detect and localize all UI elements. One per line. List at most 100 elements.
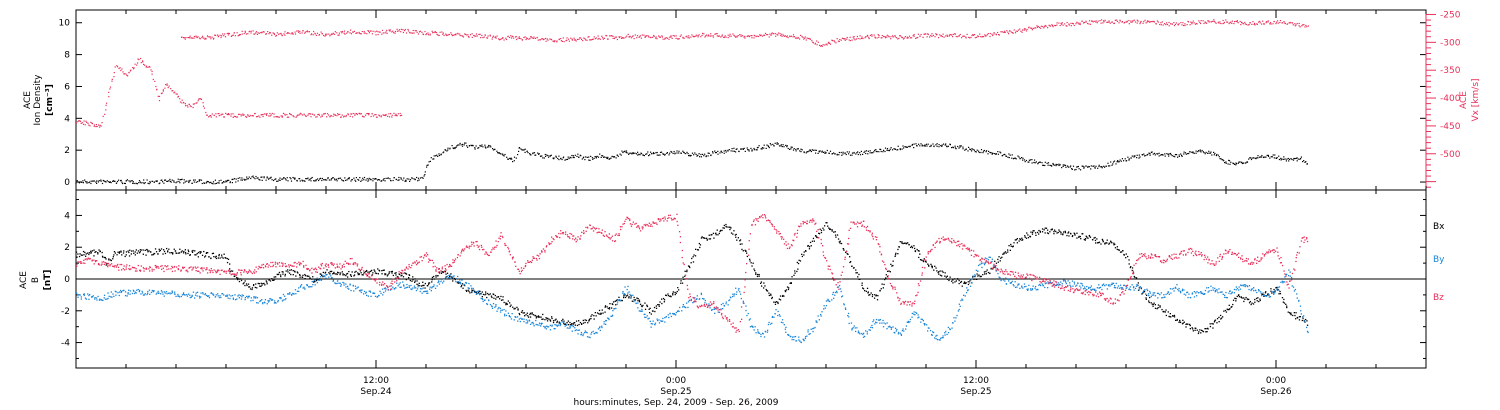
data-point xyxy=(571,322,573,325)
data-point xyxy=(617,299,619,301)
data-point xyxy=(415,287,417,289)
data-point xyxy=(182,292,185,294)
data-point xyxy=(1128,159,1130,161)
data-point xyxy=(958,147,960,149)
data-point xyxy=(1078,23,1080,25)
data-point xyxy=(757,146,759,149)
data-point xyxy=(986,150,988,152)
data-point xyxy=(733,230,735,232)
data-point xyxy=(167,180,169,182)
data-point xyxy=(1110,241,1112,243)
data-point xyxy=(846,36,848,39)
data-point xyxy=(130,69,132,71)
data-point xyxy=(720,308,722,310)
data-point xyxy=(734,35,736,37)
data-point xyxy=(184,181,186,183)
data-point xyxy=(319,178,321,180)
data-point xyxy=(285,179,287,181)
data-point xyxy=(764,285,766,287)
data-point xyxy=(398,179,400,181)
data-point xyxy=(946,35,948,37)
data-point xyxy=(513,308,515,310)
data-point xyxy=(982,150,985,152)
data-point xyxy=(258,283,260,285)
data-point xyxy=(98,299,101,301)
data-point xyxy=(476,35,478,37)
data-point xyxy=(169,292,171,294)
data-point xyxy=(994,260,996,262)
data-point xyxy=(687,301,690,303)
data-point xyxy=(226,261,229,264)
data-point xyxy=(839,242,841,244)
data-point xyxy=(733,34,735,36)
data-point xyxy=(1220,318,1222,320)
data-point xyxy=(786,286,789,288)
data-point xyxy=(793,36,795,38)
data-point xyxy=(433,155,435,157)
data-point xyxy=(928,264,930,266)
data-point xyxy=(1003,252,1005,254)
data-point xyxy=(1111,242,1113,244)
data-point xyxy=(101,122,103,124)
data-point xyxy=(237,180,239,182)
data-point xyxy=(326,179,328,181)
top-panel-frame xyxy=(75,9,1427,191)
data-point xyxy=(556,40,558,42)
data-point xyxy=(342,180,344,182)
data-point xyxy=(1005,155,1007,157)
data-point xyxy=(142,253,144,255)
data-point xyxy=(1106,21,1108,23)
data-point xyxy=(181,99,183,101)
data-point xyxy=(683,152,685,154)
data-point xyxy=(1210,151,1212,153)
data-point xyxy=(859,154,862,156)
data-point xyxy=(664,37,666,39)
data-point xyxy=(1241,297,1243,299)
data-point xyxy=(860,150,862,152)
data-point xyxy=(553,158,555,160)
data-point xyxy=(1181,323,1184,325)
data-point xyxy=(142,61,144,63)
data-point xyxy=(894,255,896,257)
data-point xyxy=(787,37,789,39)
data-point xyxy=(371,113,373,115)
series-vx xyxy=(76,19,1309,128)
data-point xyxy=(804,36,806,38)
data-point xyxy=(1101,19,1103,21)
data-point xyxy=(76,292,78,294)
data-point xyxy=(347,178,349,180)
data-point xyxy=(1087,166,1089,168)
data-point xyxy=(348,288,350,290)
data-point xyxy=(140,293,142,295)
data-point xyxy=(502,37,504,39)
data-point xyxy=(1230,161,1232,163)
data-point xyxy=(450,278,452,280)
data-point xyxy=(183,179,185,181)
data-point xyxy=(417,33,419,35)
data-point xyxy=(758,332,761,334)
data-point xyxy=(753,329,755,331)
data-point xyxy=(1249,300,1251,303)
data-point xyxy=(1260,156,1262,158)
data-point xyxy=(674,291,676,294)
data-point xyxy=(550,39,553,41)
data-point xyxy=(652,310,654,312)
data-point xyxy=(79,253,81,255)
data-point xyxy=(751,325,753,327)
data-point xyxy=(1153,21,1155,23)
data-point xyxy=(669,152,671,154)
data-point xyxy=(357,272,359,274)
data-point xyxy=(777,301,779,303)
data-point xyxy=(608,307,611,309)
data-point xyxy=(606,157,608,159)
data-point xyxy=(269,298,271,300)
data-point xyxy=(559,322,561,324)
data-point xyxy=(461,283,464,285)
data-point xyxy=(253,297,255,299)
data-point xyxy=(665,37,667,39)
data-point xyxy=(233,178,236,180)
data-point xyxy=(1072,235,1074,237)
data-point xyxy=(210,116,212,118)
data-point xyxy=(1114,19,1116,21)
data-point xyxy=(1041,231,1044,233)
